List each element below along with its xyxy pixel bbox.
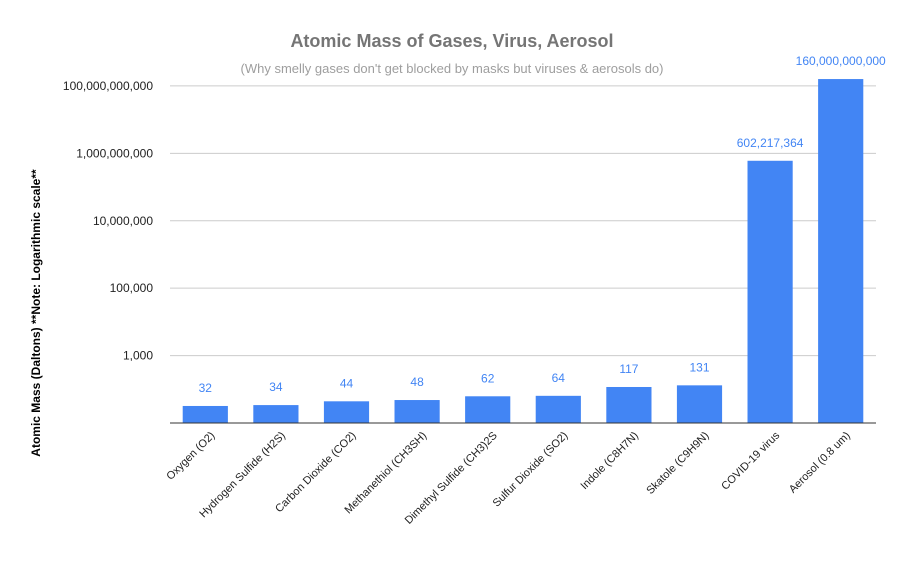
- data-label: 32: [199, 381, 213, 395]
- bar: [465, 396, 511, 423]
- bar: [253, 405, 299, 423]
- y-tick-label: 1,000,000,000: [76, 146, 153, 160]
- x-tick-label: Aerosol (0.8 um): [787, 430, 853, 496]
- x-axis-ticks: Oxygen (O2)Hydrogen Sulfide (H2S)Carbon …: [164, 429, 852, 526]
- bar: [394, 400, 440, 423]
- chart-subtitle: (Why smelly gases don't get blocked by m…: [241, 61, 664, 76]
- data-labels: 32 34 44 48 62 64 117 131 602,217,364 160,000,000…: [199, 54, 886, 395]
- data-label: 48: [410, 375, 424, 389]
- data-label: 62: [481, 371, 495, 385]
- y-tick-label: 100,000,000,000: [63, 79, 153, 93]
- data-label: 602,217,364: [737, 136, 804, 150]
- x-tick-label: Sulfur Dioxide (SO2): [491, 430, 571, 510]
- bar: [323, 401, 370, 423]
- bar: [535, 395, 581, 423]
- data-label: 34: [269, 380, 283, 394]
- x-tick-label: COVID-19 virus: [719, 429, 782, 492]
- x-tick-label: Methanethiol (CH3SH): [342, 430, 429, 517]
- bar: [606, 386, 652, 423]
- bar: [676, 385, 723, 423]
- bars: [182, 79, 864, 424]
- x-tick-label: Oxygen (O2): [164, 430, 217, 483]
- x-tick-label: Skatole (C9H9N): [644, 430, 711, 497]
- bar: [182, 405, 228, 423]
- bar: [747, 160, 793, 423]
- chart-title: Atomic Mass of Gases, Virus, Aerosol: [290, 31, 613, 51]
- y-tick-label: 1,000: [123, 349, 153, 363]
- y-axis-label: Atomic Mass (Daltons) **Note: Logarithmi…: [29, 169, 43, 457]
- data-label: 117: [619, 362, 638, 376]
- data-label: 44: [340, 376, 354, 390]
- y-tick-label: 100,000: [110, 281, 154, 295]
- data-label: 131: [689, 360, 709, 374]
- gridlines: 1,000 100,000 10,000,000 1,000,000,000 100,0…: [63, 79, 876, 363]
- data-label: 160,000,000,000: [796, 54, 886, 68]
- x-tick-label: Carbon Dioxide (CO2): [273, 430, 358, 515]
- data-label: 64: [552, 371, 566, 385]
- x-tick-label: Indole (C8H7N): [578, 430, 641, 493]
- bar: [818, 79, 864, 424]
- y-tick-label: 10,000,000: [93, 214, 153, 228]
